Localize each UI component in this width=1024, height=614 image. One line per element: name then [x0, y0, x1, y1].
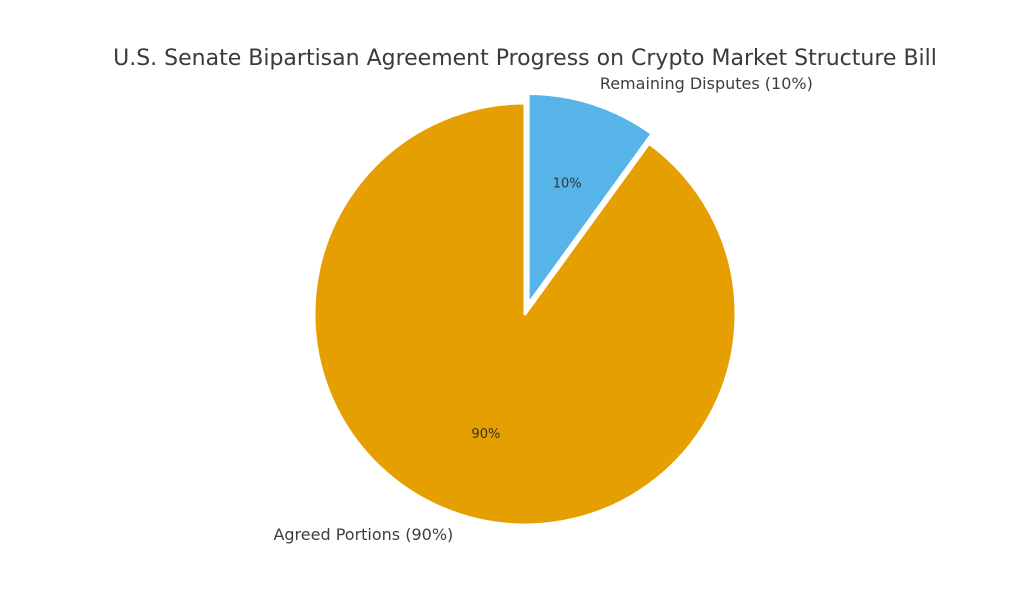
pie-slice-category-label-0: Remaining Disputes (10%)	[600, 74, 813, 93]
chart-title: U.S. Senate Bipartisan Agreement Progres…	[113, 46, 937, 71]
pie-slice-pct-label-1: 90%	[471, 427, 500, 442]
pie-slices	[312, 91, 738, 527]
pie-slice-0	[526, 91, 654, 306]
pie-slice-category-label-1: Agreed Portions (90%)	[273, 525, 453, 544]
pie-slice-pct-label-0: 10%	[553, 177, 582, 192]
pie-slice-1	[312, 101, 738, 527]
pie-labels: 10% Remaining Disputes (10%) 90% Agreed Por…	[273, 74, 812, 544]
